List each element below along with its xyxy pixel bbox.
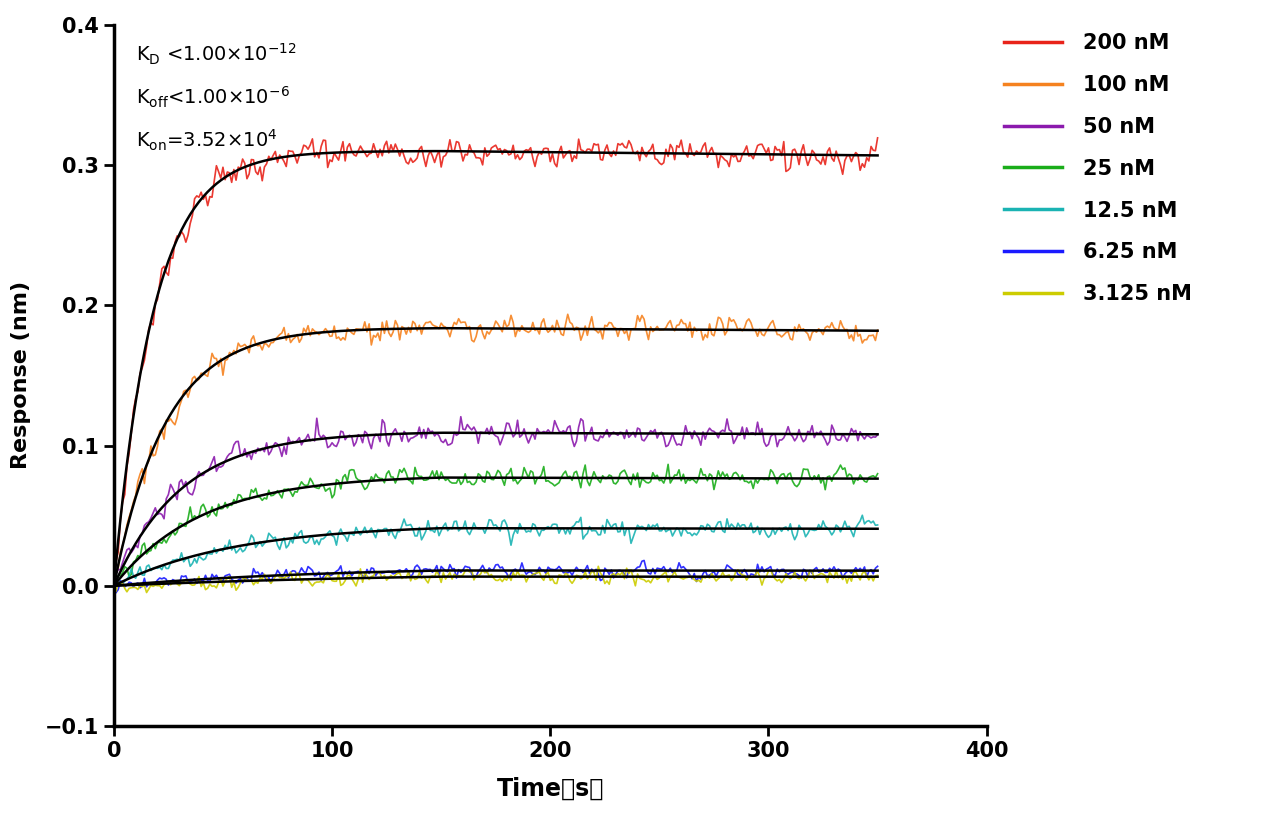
Y-axis label: Response (nm): Response (nm) [11,281,32,469]
Text: K$_\mathregular{D}$ <1.00×10$^{-12}$
K$_\mathregular{off}$<1.00×10$^{-6}$
K$_\ma: K$_\mathregular{D}$ <1.00×10$^{-12}$ K$_… [135,42,296,153]
Legend: 200 nM, 100 nM, 50 nM, 25 nM, 12.5 nM, 6.25 nM, 3.125 nM: 200 nM, 100 nM, 50 nM, 25 nM, 12.5 nM, 6… [996,25,1200,313]
X-axis label: Time（s）: Time（s） [497,777,603,801]
